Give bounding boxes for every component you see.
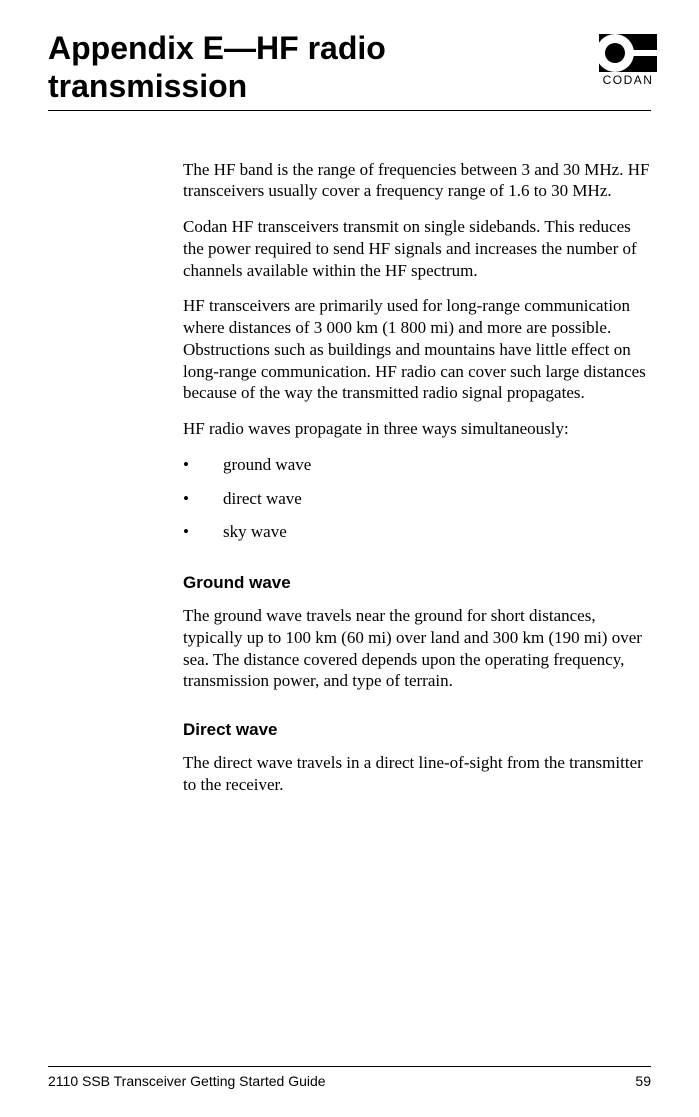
list-item: • ground wave — [183, 454, 651, 476]
header: Appendix E—HF radio transmission CODAN — [48, 30, 651, 106]
footer-row: 2110 SSB Transceiver Getting Started Gui… — [48, 1073, 651, 1089]
body-content: The HF band is the range of frequencies … — [183, 159, 651, 796]
title-line-2: transmission — [48, 68, 247, 104]
paragraph-intro-1: The HF band is the range of frequencies … — [183, 159, 651, 203]
codan-logo: CODAN — [599, 34, 657, 87]
codan-logo-icon — [599, 34, 657, 72]
list-item-label: ground wave — [223, 454, 311, 476]
paragraph-intro-2: Codan HF transceivers transmit on single… — [183, 216, 651, 281]
title-line-1: Appendix E—HF radio — [48, 30, 386, 66]
list-item-label: sky wave — [223, 521, 287, 543]
appendix-title: Appendix E—HF radio transmission — [48, 30, 386, 106]
heading-direct-wave: Direct wave — [183, 720, 651, 740]
heading-ground-wave: Ground wave — [183, 573, 651, 593]
footer-page-number: 59 — [635, 1073, 651, 1089]
paragraph-ground-wave: The ground wave travels near the ground … — [183, 605, 651, 692]
wave-types-list: • ground wave • direct wave • sky wave — [183, 454, 651, 543]
bullet-icon: • — [183, 488, 223, 510]
list-item-label: direct wave — [223, 488, 302, 510]
list-item: • sky wave — [183, 521, 651, 543]
header-rule — [48, 110, 651, 111]
footer: 2110 SSB Transceiver Getting Started Gui… — [48, 1066, 651, 1089]
footer-rule — [48, 1066, 651, 1067]
paragraph-direct-wave: The direct wave travels in a direct line… — [183, 752, 651, 796]
paragraph-intro-3: HF transceivers are primarily used for l… — [183, 295, 651, 404]
paragraph-intro-4: HF radio waves propagate in three ways s… — [183, 418, 651, 440]
logo-text: CODAN — [603, 73, 654, 87]
bullet-icon: • — [183, 521, 223, 543]
bullet-icon: • — [183, 454, 223, 476]
footer-doc-title: 2110 SSB Transceiver Getting Started Gui… — [48, 1073, 326, 1089]
list-item: • direct wave — [183, 488, 651, 510]
